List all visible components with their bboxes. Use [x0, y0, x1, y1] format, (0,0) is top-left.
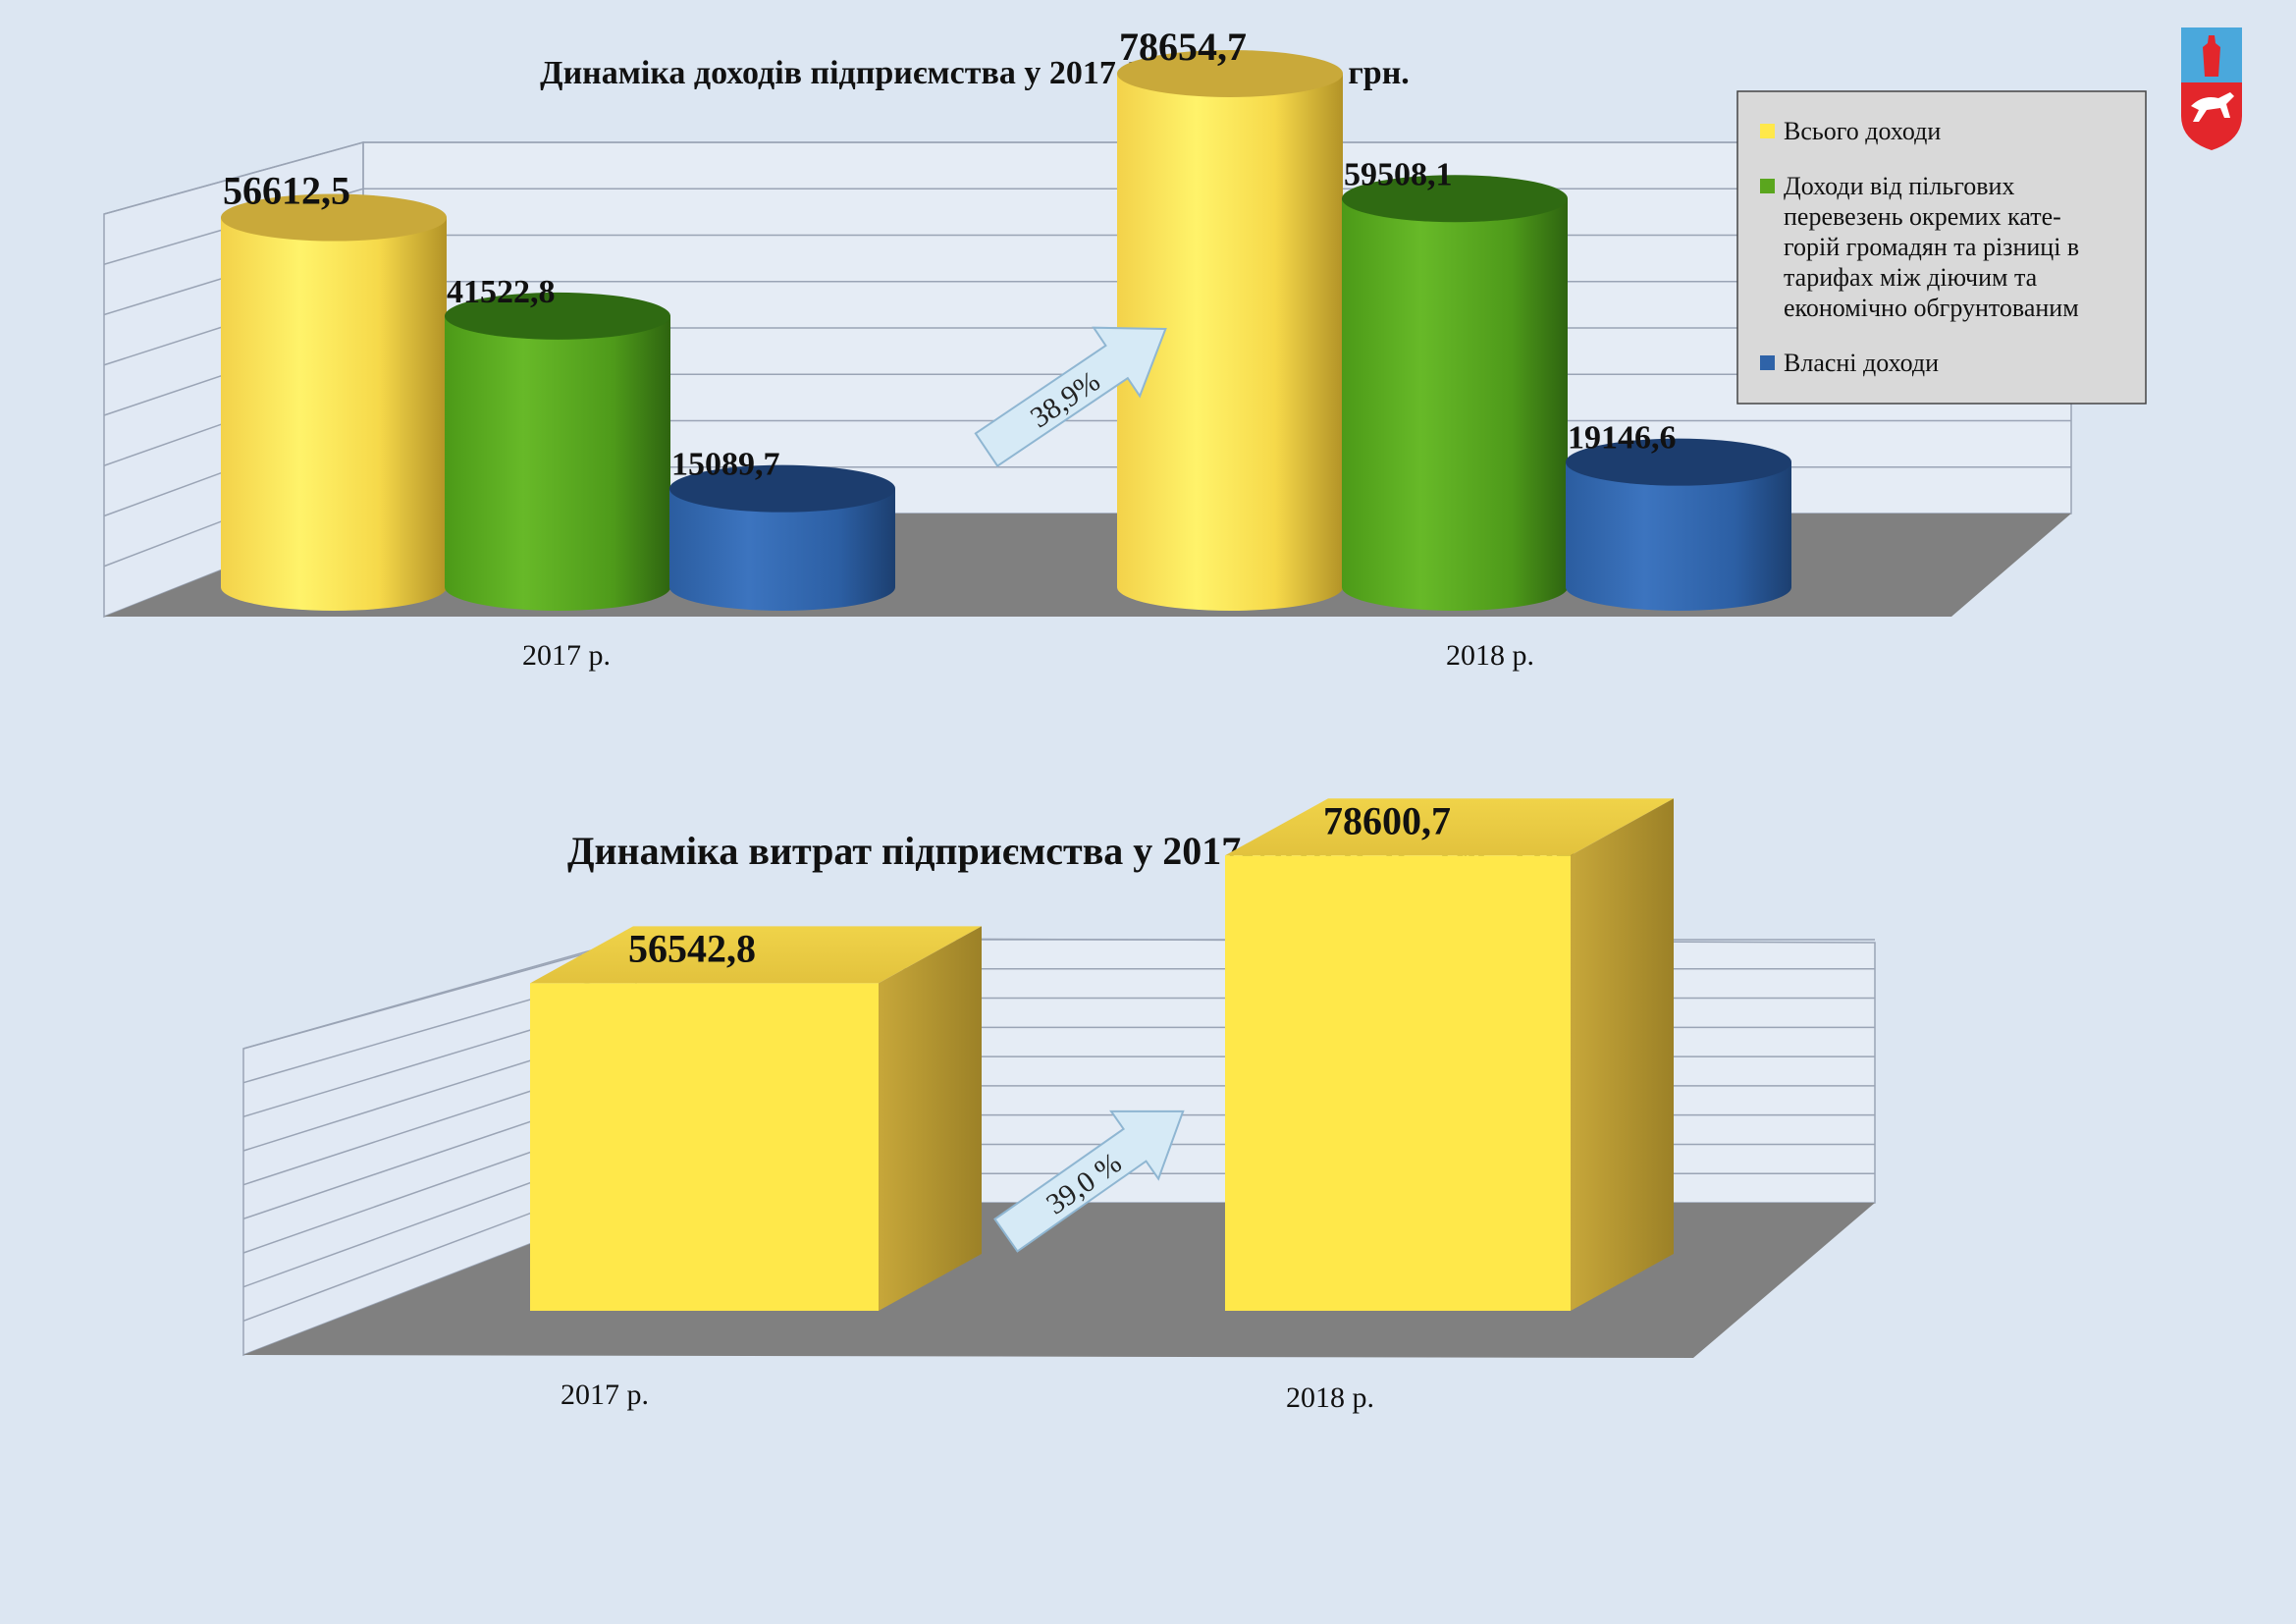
revenue-bar-body: [1117, 73, 1343, 612]
revenue-value-label: 41522,8: [447, 274, 556, 310]
expenses-chart: Динаміка витрат підприємства у 2017-2018…: [242, 798, 1876, 1414]
revenue-bar: [221, 193, 447, 611]
expenses-bar-side: [879, 926, 982, 1311]
revenue-value-label: 15089,7: [671, 447, 780, 483]
revenue-value-labels: 56612,5 41522,8 15089,7 78654,7 59508,1 19146…: [223, 25, 1677, 483]
legend-entry: Власні доходи: [1760, 349, 1939, 377]
gridline: [103, 141, 364, 215]
coat-of-arms-figure: [2203, 35, 2220, 77]
legend-box: [1736, 90, 2147, 405]
expenses-value-labels: 56542,8 78600,7: [628, 798, 1451, 970]
legend-label: Доходи від пільгових: [1784, 172, 2014, 200]
legend-label: перевезень окремих кате-: [1784, 202, 2061, 231]
gridline: [242, 939, 637, 1050]
revenue-legend: Всього доходи Доходи від пільговихперевез…: [1736, 90, 2147, 405]
revenue-bar: [1342, 175, 1568, 612]
expenses-value-label: 56542,8: [628, 926, 756, 970]
legend-entry: Всього доходи: [1760, 117, 1941, 145]
expenses-bar: [1225, 798, 1674, 1311]
legend-label: економічно обгрунтованим: [1784, 294, 2079, 322]
legend-label: тарифах між діючим та: [1784, 263, 2038, 292]
expenses-bar-front: [1225, 855, 1571, 1311]
expenses-bar-side: [1571, 798, 1674, 1311]
legend-label: Всього доходи: [1784, 117, 1941, 145]
revenue-bar-top: [445, 292, 670, 340]
revenue-bar-body: [445, 315, 670, 611]
expenses-bar: [530, 926, 982, 1311]
expenses-value-label: 78600,7: [1323, 798, 1451, 842]
expenses-bars: [530, 798, 1674, 1311]
revenue-bar: [669, 464, 895, 611]
revenue-chart: Динаміка доходів підприємства у 2017-201…: [103, 25, 2147, 672]
revenue-bar: [1117, 49, 1343, 612]
expenses-category-label: 2018 р.: [1286, 1381, 1374, 1414]
expenses-bar-top: [530, 926, 982, 984]
revenue-category-label: 2018 р.: [1446, 639, 1534, 672]
revenue-bar-body: [221, 217, 447, 611]
revenue-bar-top: [1566, 438, 1791, 486]
revenue-value-label: 78654,7: [1119, 25, 1247, 69]
legend-swatch: [1760, 355, 1775, 370]
revenue-bar-body: [1566, 461, 1791, 611]
revenue-bar-top: [221, 193, 447, 242]
expenses-bar-front: [530, 983, 879, 1311]
legend-swatch: [1760, 179, 1775, 193]
legend-label: Власні доходи: [1784, 349, 1939, 377]
legend-swatch: [1760, 124, 1775, 138]
expenses-category-label: 2017 р.: [561, 1379, 649, 1411]
revenue-bar-top: [1342, 175, 1568, 223]
revenue-category-label: 2017 р.: [522, 639, 611, 672]
revenue-bar-body: [669, 488, 895, 611]
expenses-bar-top: [1225, 798, 1674, 856]
revenue-bars: [221, 49, 1791, 612]
revenue-bar-body: [1342, 198, 1568, 612]
revenue-bar: [1566, 438, 1791, 611]
coat-of-arms-icon: [2181, 27, 2242, 150]
coat-of-arms-horse: [2191, 92, 2234, 122]
revenue-value-label: 56612,5: [223, 169, 350, 213]
revenue-bar: [445, 292, 670, 611]
revenue-bar-top: [669, 464, 895, 513]
revenue-growth-arrow-shape: [974, 326, 1167, 467]
revenue-value-label: 59508,1: [1344, 156, 1453, 192]
expenses-growth-arrow-shape: [993, 1110, 1185, 1253]
revenue-bar-top: [1117, 49, 1343, 97]
legend-label: горій громадян та різниці в: [1784, 233, 2079, 261]
legend-entries: Всього доходи Доходи від пільговихперевез…: [1760, 117, 2079, 377]
revenue-value-label: 19146,6: [1568, 420, 1677, 457]
